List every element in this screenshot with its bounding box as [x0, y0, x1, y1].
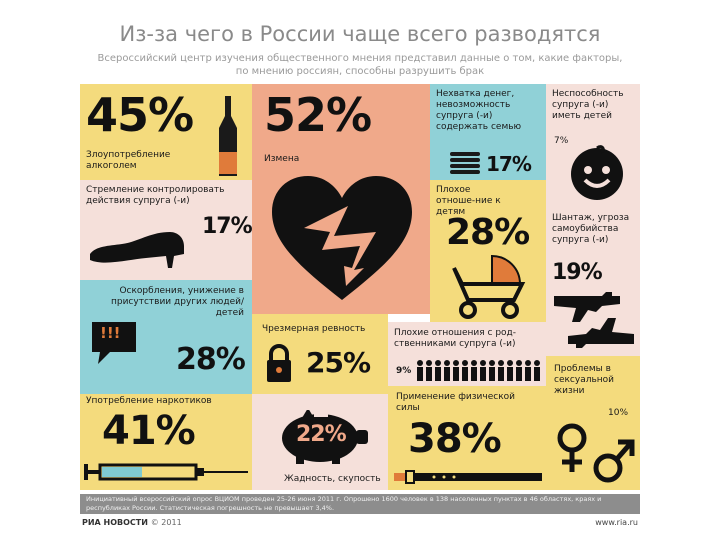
- panel-greed: 22% Жадность, скупость: [252, 394, 388, 490]
- percent-control: 17%: [202, 214, 252, 239]
- percent-money: 17%: [486, 152, 532, 176]
- percent-blackmail: 19%: [552, 260, 603, 285]
- panel-blackmail: Шантаж, угроза самоубийства супруга (-и)…: [546, 208, 640, 356]
- brand-name: РИА НОВОСТИ: [82, 518, 148, 527]
- footer-note: Инициативный всероссийский опрос ВЦИОМ п…: [80, 494, 640, 514]
- label-jealousy: Чрезмерная ревность: [262, 324, 366, 334]
- label-alcohol: Злоупотребление алкоголем: [86, 150, 171, 171]
- brand-logo: РИА НОВОСТИ © 2011: [82, 518, 182, 527]
- percent-greed: 22%: [296, 422, 347, 447]
- page-subtitle: Всероссийский центр изучения общественно…: [97, 53, 623, 77]
- panel-relatives: Плохие отношения с род-ственниками супру…: [388, 322, 546, 386]
- label-money: Нехватка денег, невозможность супруга (-…: [436, 89, 522, 132]
- shoe-icon: [90, 232, 184, 268]
- panel-violence: Применение физической силы 38%: [388, 386, 546, 490]
- panel-children: Плохое отноше-ние к детям 28%: [430, 180, 546, 322]
- panel-infertility: Неспособность супруга (-и) иметь детей 7…: [546, 84, 640, 208]
- percent-insults: 28%: [176, 342, 246, 377]
- exclamation-text: !!!: [100, 324, 121, 342]
- label-violence: Применение физической силы: [396, 392, 515, 413]
- label-sexual: Проблемы в сексуальной жизни: [554, 364, 615, 396]
- percent-infertility: 7%: [554, 136, 569, 146]
- percent-sexual: 10%: [608, 408, 629, 418]
- percent-jealousy: 25%: [306, 346, 371, 379]
- belt-icon: [394, 470, 542, 484]
- panel-sexual: Проблемы в сексуальной жизни 10%: [546, 356, 640, 490]
- percent-children: 28%: [446, 212, 530, 253]
- label-control: Стремление контролировать действия супру…: [86, 185, 225, 206]
- people-row-icon: [417, 360, 540, 381]
- panel-money: Нехватка денег, невозможность супруга (-…: [430, 84, 546, 180]
- label-children: Плохое отноше-ние к детям: [436, 185, 501, 217]
- percent-relatives: 9%: [396, 366, 412, 376]
- stroller-icon: [452, 254, 526, 319]
- label-blackmail: Шантаж, угроза самоубийства супруга (-и): [552, 213, 630, 245]
- percent-violence: 38%: [408, 416, 502, 462]
- label-greed: Жадность, скупость: [284, 474, 381, 484]
- revolver-icon: [554, 292, 634, 348]
- label-drugs: Употребление наркотиков: [86, 396, 212, 406]
- label-relatives: Плохие отношения с род-ственниками супру…: [394, 328, 517, 349]
- bottle-icon: [219, 96, 237, 176]
- gender-symbols-icon: [557, 423, 635, 483]
- label-insults: Оскорбления, унижение в присутствии друг…: [110, 286, 244, 318]
- speech-bubble-icon: [92, 322, 136, 364]
- panel-control: Стремление контролировать действия супру…: [80, 180, 252, 280]
- coins-icon: [450, 152, 480, 174]
- syringe-icon: [84, 463, 248, 481]
- site-link[interactable]: www.ria.ru: [595, 518, 638, 527]
- panel-drugs: Употребление наркотиков 41%: [80, 394, 252, 490]
- percent-betrayal: 52%: [264, 88, 372, 142]
- padlock-icon: [267, 344, 291, 382]
- piggy-bank-icon: [282, 410, 368, 464]
- brand-copyright: © 2011: [150, 518, 182, 527]
- panel-jealousy: Чрезмерная ревность 25%: [252, 314, 388, 394]
- percent-drugs: 41%: [102, 408, 196, 454]
- label-infertility: Неспособность супруга (-и) иметь детей: [552, 89, 624, 121]
- baby-face-icon: [571, 145, 623, 200]
- label-betrayal: Измена: [264, 154, 300, 164]
- broken-heart-icon: [272, 176, 412, 300]
- panel-insults: Оскорбления, унижение в присутствии друг…: [80, 280, 252, 394]
- page-title: Из-за чего в России чаще всего разводятс…: [119, 22, 601, 46]
- panel-alcohol: 45% Злоупотребление алкоголем: [80, 84, 252, 180]
- percent-alcohol: 45%: [86, 88, 194, 142]
- panel-betrayal: 52% Измена: [252, 84, 430, 314]
